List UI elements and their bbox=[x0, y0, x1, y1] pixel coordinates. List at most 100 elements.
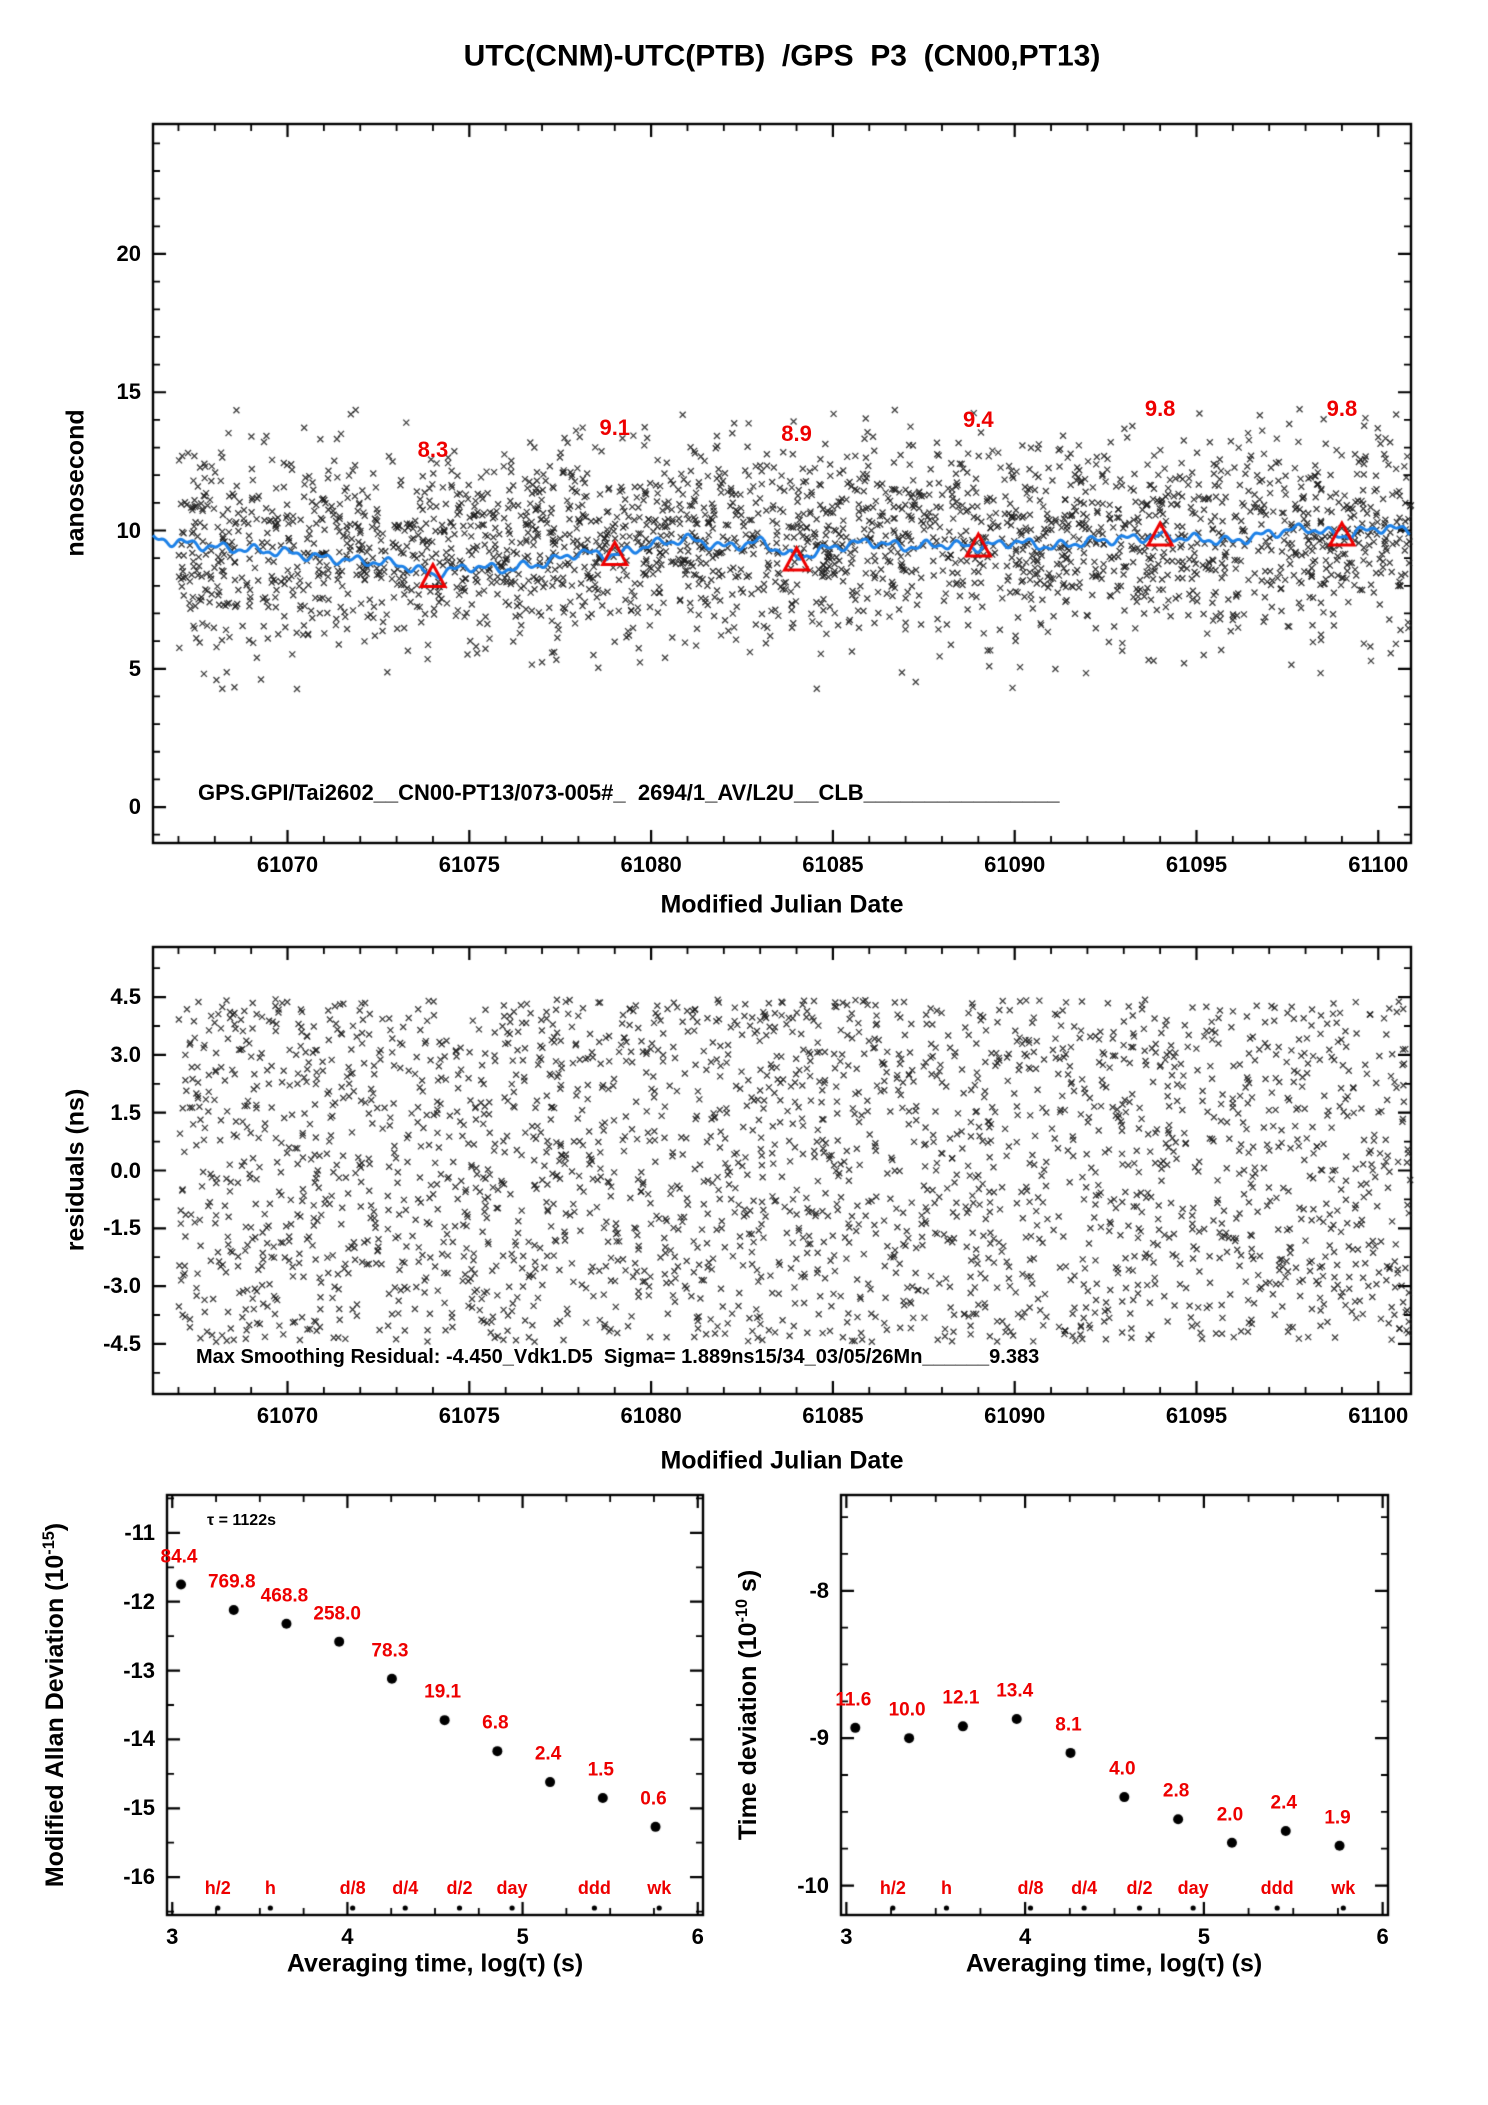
x-tick-label: 3 bbox=[840, 1923, 853, 1949]
x-tick-label: 5 bbox=[516, 1923, 529, 1949]
point-value-label: 4.0 bbox=[1109, 1758, 1136, 1780]
y-tick-label: -13 bbox=[123, 1657, 155, 1683]
x-tick-label: 6 bbox=[691, 1923, 704, 1949]
point-value-label: 1.9 bbox=[1324, 1807, 1351, 1829]
point-value-label: 11.6 bbox=[835, 1689, 872, 1711]
highlight-value-label: 8.9 bbox=[781, 420, 812, 446]
ylabel-tdev-text: Time deviation (10 bbox=[734, 1622, 763, 1841]
time-mark-label: day bbox=[1177, 1878, 1209, 1899]
point-value-label: 12.1 bbox=[942, 1687, 980, 1709]
highlight-value-label: 9.8 bbox=[1326, 395, 1358, 421]
x-axis-label-tdev: Averaging time, log(τ) (s) bbox=[965, 1949, 1263, 1978]
ylabel-tdev-suffix: s) bbox=[734, 1569, 763, 1600]
point-value-label: 13.4 bbox=[996, 1680, 1034, 1702]
x-tick-label: 61075 bbox=[438, 1402, 500, 1428]
x-tick-label: 61070 bbox=[256, 1402, 319, 1428]
y-axis-label-tdev: Time deviation (10-10 s) bbox=[733, 1570, 763, 1840]
y-tick-label: 0.0 bbox=[110, 1157, 141, 1183]
point-value-label: 6.8 bbox=[482, 1712, 509, 1734]
time-mark-label: wk bbox=[1331, 1878, 1356, 1899]
page-title: UTC(CNM)-UTC(PTB) /GPS P3 (CN00,PT13) bbox=[463, 39, 1101, 73]
x-tick-label: 6 bbox=[1376, 1923, 1389, 1949]
point-value-label: 769.8 bbox=[207, 1571, 256, 1593]
processing-annotation: GPS.GPI/Tai2602__CN00-PT13/073-005#_ 269… bbox=[198, 779, 1060, 805]
x-tick-label: 61080 bbox=[620, 851, 682, 877]
time-mark-label: h bbox=[264, 1878, 276, 1899]
highlight-value-label: 8.3 bbox=[417, 437, 449, 463]
x-tick-label: 61085 bbox=[802, 851, 864, 877]
ylabel-madev-exponent: -15 bbox=[39, 1531, 58, 1555]
point-value-label: 2.4 bbox=[1270, 1792, 1297, 1814]
x-axis-label-madev: Averaging time, log(τ) (s) bbox=[286, 1949, 584, 1978]
time-mark-label: d/4 bbox=[1071, 1878, 1098, 1899]
y-tick-label: -9 bbox=[809, 1725, 829, 1751]
y-tick-label: 15 bbox=[116, 379, 141, 405]
y-tick-label: 0 bbox=[128, 793, 141, 819]
y-tick-label: -1.5 bbox=[103, 1215, 141, 1241]
time-mark-label: h bbox=[940, 1878, 952, 1899]
time-mark-label: h/2 bbox=[879, 1878, 906, 1899]
y-tick-label: 20 bbox=[116, 240, 141, 266]
x-tick-label: 61090 bbox=[984, 851, 1046, 877]
x-tick-label: 61095 bbox=[1165, 851, 1228, 877]
time-mark-label: d/8 bbox=[1017, 1878, 1044, 1899]
time-mark-label: ddd bbox=[577, 1878, 611, 1899]
x-tick-label: 61075 bbox=[438, 851, 500, 877]
y-tick-label: -16 bbox=[123, 1864, 155, 1890]
y-tick-label: -12 bbox=[123, 1588, 155, 1614]
point-value-label: 2.4 bbox=[534, 1743, 562, 1765]
point-value-label: 2.0 bbox=[1216, 1804, 1244, 1826]
y-axis-label-residuals: residuals (ns) bbox=[61, 1088, 90, 1252]
x-axis-label-residuals: Modified Julian Date bbox=[660, 1446, 904, 1475]
y-tick-label: -14 bbox=[123, 1726, 155, 1752]
y-tick-label: -11 bbox=[124, 1519, 155, 1545]
time-mark-label: d/4 bbox=[392, 1878, 419, 1899]
y-tick-label: 10 bbox=[116, 517, 141, 543]
point-value-label: 19.1 bbox=[424, 1681, 462, 1703]
x-tick-label: 61095 bbox=[1165, 1402, 1228, 1428]
time-mark-label: d/2 bbox=[446, 1878, 473, 1899]
x-tick-label: 3 bbox=[166, 1923, 179, 1949]
y-tick-label: -10 bbox=[797, 1872, 829, 1898]
ylabel-madev-text: Modified Allan Deviation (10 bbox=[41, 1554, 70, 1888]
point-value-label: 84.4 bbox=[160, 1546, 198, 1568]
time-mark-label: d/2 bbox=[1126, 1878, 1153, 1899]
residual-annotation: Max Smoothing Residual: -4.450_Vdk1.D5 S… bbox=[196, 1346, 1040, 1368]
point-value-label: 468.8 bbox=[260, 1585, 309, 1607]
point-value-label: 10.0 bbox=[888, 1699, 926, 1721]
y-tick-label: -8 bbox=[809, 1577, 829, 1603]
y-tick-label: -4.5 bbox=[103, 1330, 141, 1356]
x-axis-label-main: Modified Julian Date bbox=[660, 890, 904, 919]
x-tick-label: 61100 bbox=[1348, 1402, 1409, 1428]
tau-annotation: τ = 1122s bbox=[207, 1512, 276, 1530]
ylabel-tdev-exponent: -10 bbox=[732, 1599, 751, 1623]
highlight-value-label: 9.1 bbox=[599, 415, 631, 441]
time-mark-label: h/2 bbox=[204, 1878, 231, 1899]
time-mark-label: day bbox=[496, 1878, 528, 1899]
ylabel-madev-suffix: ) bbox=[41, 1522, 70, 1532]
highlight-value-label: 9.4 bbox=[963, 406, 994, 432]
x-tick-label: 4 bbox=[341, 1923, 354, 1949]
y-tick-label: 1.5 bbox=[110, 1099, 141, 1125]
x-tick-label: 61070 bbox=[256, 851, 319, 877]
y-tick-label: 3.0 bbox=[110, 1041, 141, 1067]
point-value-label: 1.5 bbox=[587, 1759, 615, 1781]
y-tick-label: 4.5 bbox=[110, 984, 141, 1009]
time-mark-label: ddd bbox=[1260, 1878, 1294, 1899]
y-axis-label-main: nanosecond bbox=[61, 409, 90, 557]
y-axis-label-madev: Modified Allan Deviation (10-15) bbox=[40, 1523, 70, 1887]
y-tick-label: -15 bbox=[123, 1795, 155, 1821]
x-tick-label: 61090 bbox=[984, 1402, 1046, 1428]
x-tick-label: 5 bbox=[1197, 1923, 1210, 1949]
y-tick-label: -3.0 bbox=[103, 1273, 141, 1298]
x-tick-label: 4 bbox=[1018, 1923, 1032, 1949]
x-tick-label: 61100 bbox=[1348, 851, 1409, 877]
point-value-label: 8.1 bbox=[1055, 1714, 1082, 1736]
time-mark-label: wk bbox=[647, 1878, 672, 1899]
x-tick-label: 61085 bbox=[802, 1402, 864, 1428]
time-mark-label: d/8 bbox=[339, 1878, 366, 1899]
point-value-label: 78.3 bbox=[371, 1640, 409, 1662]
